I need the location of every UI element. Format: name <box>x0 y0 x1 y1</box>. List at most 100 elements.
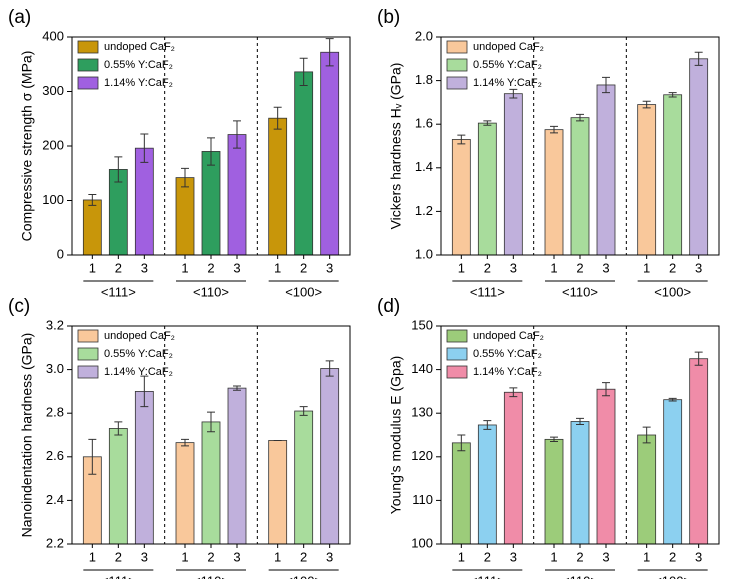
y-tick-label: 2.2 <box>46 535 64 550</box>
y-tick-label: 1.0 <box>415 246 433 261</box>
legend-swatch <box>77 40 99 54</box>
bar <box>294 410 314 545</box>
legend-label: undoped CaF₂ <box>473 41 544 53</box>
group-label: <100> <box>285 284 322 299</box>
error-bar <box>88 194 97 206</box>
y-tick-label: 2.8 <box>46 405 64 420</box>
bar <box>663 94 683 256</box>
y-tick-label: 100 <box>411 535 433 550</box>
bar <box>175 177 195 256</box>
bar <box>268 440 288 545</box>
legend-label: 1.14% Y:CaF₂ <box>104 77 173 89</box>
bar <box>503 391 523 545</box>
error-bar <box>114 156 123 183</box>
legend-label: 1.14% Y:CaF₂ <box>104 366 173 378</box>
panel: (a)Compressive strength σ (MPa)010020030… <box>8 7 351 299</box>
error-bar <box>88 438 97 475</box>
bar <box>175 442 195 545</box>
x-tick-label: 2 <box>576 549 583 564</box>
y-tick-label: 2.6 <box>46 448 64 463</box>
bar <box>268 117 288 256</box>
bar <box>451 442 471 545</box>
legend-swatch <box>77 329 99 343</box>
legend-label: 0.55% Y:CaF₂ <box>104 348 173 360</box>
y-tick-label: 150 <box>411 317 433 332</box>
bar <box>227 134 247 256</box>
x-tick-label: 1 <box>274 549 281 564</box>
y-tick-label: 400 <box>42 28 64 43</box>
bar <box>596 388 616 545</box>
error-bar <box>576 113 584 122</box>
bar <box>201 151 221 256</box>
error-bar <box>509 387 518 398</box>
bar <box>201 421 221 545</box>
bar <box>663 399 683 545</box>
bar <box>227 387 247 545</box>
y-tick-label: 300 <box>42 83 64 98</box>
legend-swatch <box>446 365 468 379</box>
error-bar <box>483 120 492 126</box>
x-tick-label: 1 <box>181 260 188 275</box>
y-tick-label: 1.4 <box>415 159 433 174</box>
x-tick-label: 3 <box>141 260 148 275</box>
bar <box>544 129 564 256</box>
x-tick-label: 3 <box>510 260 517 275</box>
bar <box>294 71 314 256</box>
y-tick-label: 140 <box>411 361 433 376</box>
x-tick-label: 3 <box>233 549 240 564</box>
legend-label: 1.14% Y:CaF₂ <box>473 366 542 378</box>
error-bar <box>483 420 492 430</box>
x-tick-label: 3 <box>233 260 240 275</box>
plot-frame <box>440 325 720 545</box>
y-tick-label: 1.2 <box>415 203 433 218</box>
error-bar <box>642 426 651 444</box>
error-bar <box>550 436 558 443</box>
bar <box>637 104 657 256</box>
legend-label: 1.14% Y:CaF₂ <box>473 77 542 89</box>
panel-label: (c) <box>8 296 30 317</box>
legend-swatch <box>77 58 99 72</box>
legend-label: undoped CaF₂ <box>104 330 175 342</box>
x-tick-label: 3 <box>695 260 702 275</box>
group-label: <111> <box>470 573 505 579</box>
x-tick-label: 3 <box>141 549 148 564</box>
error-bar <box>457 134 466 145</box>
error-bar <box>181 438 189 447</box>
error-bar <box>233 120 241 149</box>
x-tick-label: 1 <box>458 549 465 564</box>
group-label: <100> <box>654 573 691 579</box>
error-bar <box>233 385 241 391</box>
group-label: <110> <box>193 284 229 299</box>
x-tick-label: 2 <box>484 260 491 275</box>
bar <box>108 428 128 545</box>
y-axis-label: Vickers hardness Hᵥ (GPa) <box>388 63 404 230</box>
y-tick-label: 100 <box>42 192 64 207</box>
bar <box>477 424 497 545</box>
error-bar <box>457 434 466 452</box>
group-label: <111> <box>101 573 136 579</box>
bar <box>82 199 102 256</box>
x-tick-label: 2 <box>669 549 676 564</box>
error-bar <box>576 417 584 426</box>
bar <box>503 93 523 256</box>
y-axis-label: Nanoindentation hardness (GPa) <box>19 333 35 538</box>
error-bar <box>114 421 123 436</box>
bar <box>320 368 340 545</box>
plot-frame <box>440 36 720 256</box>
group-label: <110> <box>562 284 598 299</box>
bar <box>477 122 497 256</box>
error-bar <box>602 382 610 397</box>
y-tick-label: 3.0 <box>46 361 64 376</box>
legend-label: 0.55% Y:CaF₂ <box>473 59 542 71</box>
error-bar <box>140 375 149 408</box>
error-bar <box>325 360 334 377</box>
bar <box>689 58 709 256</box>
error-bar <box>207 137 215 166</box>
error-bar <box>668 92 677 98</box>
x-tick-label: 2 <box>669 260 676 275</box>
y-tick-label: 120 <box>411 448 433 463</box>
x-tick-label: 2 <box>300 260 307 275</box>
legend-swatch <box>446 329 468 343</box>
group-label: <111> <box>470 284 505 299</box>
